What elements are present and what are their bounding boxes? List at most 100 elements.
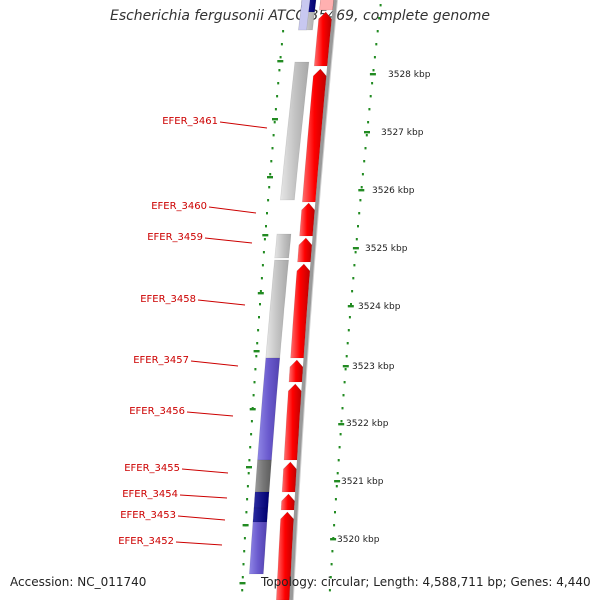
scale-dot-outer bbox=[364, 147, 367, 150]
reverse-gene bbox=[274, 233, 292, 259]
scale-dot-outer bbox=[369, 95, 372, 98]
scale-tick bbox=[364, 131, 370, 134]
scale-dot-outer bbox=[348, 316, 351, 319]
scale-tick bbox=[334, 480, 341, 483]
scale-dot-inner bbox=[269, 173, 272, 176]
kbp-tick-label: 3524 kbp bbox=[358, 302, 401, 312]
topology-text: Topology: circular; Length: 4,588,711 bp… bbox=[261, 575, 591, 589]
scale-dot-inner bbox=[274, 108, 277, 111]
scale-dot-outer bbox=[376, 30, 379, 33]
forward-gene bbox=[301, 68, 327, 203]
scale-dot-inner bbox=[243, 537, 246, 540]
scale-dot-inner bbox=[259, 290, 262, 293]
scale-dot-outer bbox=[345, 355, 348, 358]
reverse-gene bbox=[253, 491, 270, 509]
accession-text: Accession: NC_011740 bbox=[10, 575, 147, 589]
scale-dot-outer bbox=[354, 251, 357, 254]
label-connector bbox=[219, 121, 268, 129]
scale-dot-inner bbox=[278, 69, 281, 72]
gene-label: EFER_3452 bbox=[118, 536, 174, 547]
scale-dot-outer bbox=[373, 56, 376, 59]
scale-dot-outer bbox=[355, 238, 358, 241]
scale-dot-inner bbox=[250, 433, 253, 436]
forward-gene bbox=[280, 493, 295, 511]
scale-dot-inner bbox=[268, 186, 271, 189]
scale-tick bbox=[262, 234, 269, 237]
scale-tick bbox=[249, 408, 256, 411]
scale-dot-inner bbox=[266, 212, 268, 215]
sequence-backbone bbox=[289, 0, 338, 600]
scale-dot-inner bbox=[280, 43, 283, 46]
scale-dots bbox=[239, 4, 382, 592]
reverse-gene bbox=[257, 357, 281, 461]
scale-dot-inner bbox=[260, 277, 263, 280]
scale-dot-outer bbox=[335, 485, 338, 488]
reverse-gene bbox=[252, 507, 269, 523]
scale-dot-outer bbox=[331, 550, 334, 553]
scale-dot-inner bbox=[267, 199, 270, 202]
gene-label: EFER_3459 bbox=[147, 232, 203, 243]
scale-dot-outer bbox=[351, 290, 354, 293]
kbp-tick-label: 3525 kbp bbox=[365, 244, 408, 254]
scale-dot-outer bbox=[365, 134, 368, 137]
forward-gene bbox=[319, 0, 334, 11]
scale-tick bbox=[257, 292, 264, 295]
label-connector bbox=[190, 360, 239, 367]
label-connector bbox=[181, 468, 229, 474]
label-connector bbox=[197, 299, 246, 306]
scale-dot-outer bbox=[372, 69, 375, 72]
scale-tick bbox=[253, 350, 260, 353]
scale-tick bbox=[338, 423, 345, 426]
kbp-tick-label: 3521 kbp bbox=[341, 477, 384, 487]
label-connector bbox=[175, 541, 223, 546]
scale-dot-inner bbox=[261, 264, 264, 267]
scale-dot-outer bbox=[328, 589, 331, 592]
scale-dot-inner bbox=[258, 316, 260, 319]
scale-dot-inner bbox=[246, 498, 249, 501]
scale-dot-inner bbox=[247, 472, 250, 475]
scale-dot-inner bbox=[271, 147, 274, 150]
forward-gene bbox=[275, 511, 294, 600]
gene-label: EFER_3455 bbox=[124, 463, 180, 474]
scale-dot-outer bbox=[357, 225, 359, 228]
scale-tick bbox=[246, 466, 252, 469]
scale-dot-outer bbox=[329, 576, 332, 579]
label-connector bbox=[204, 237, 253, 244]
kbp-tick-label: 3528 kbp bbox=[388, 70, 431, 80]
backbone-line-highlight bbox=[292, 0, 338, 600]
scale-dot-outer bbox=[338, 446, 341, 449]
scale-dot-outer bbox=[347, 329, 350, 332]
gene-label: EFER_3458 bbox=[140, 294, 196, 305]
label-connector bbox=[177, 515, 226, 521]
gene-label: EFER_3461 bbox=[162, 116, 218, 127]
map-title: Escherichia fergusonii ATCC 35469, compl… bbox=[109, 8, 491, 24]
scale-dot-outer bbox=[378, 17, 381, 20]
scale-tick bbox=[239, 582, 246, 585]
scale-dot-outer bbox=[353, 264, 356, 267]
scale-dot-outer bbox=[346, 342, 349, 345]
scale-dot-outer bbox=[334, 498, 337, 501]
kbp-tick-label: 3520 kbp bbox=[337, 535, 380, 545]
scale-dot-inner bbox=[262, 251, 265, 254]
scale-dot-outer bbox=[334, 511, 336, 514]
kbp-tick-label: 3527 kbp bbox=[381, 128, 424, 138]
scale-dot-inner bbox=[265, 225, 267, 228]
scale-dot-inner bbox=[257, 329, 260, 332]
scale-dot-outer bbox=[342, 394, 345, 397]
scale-dot-outer bbox=[361, 173, 364, 176]
scale-tick bbox=[347, 305, 354, 308]
scale-dot-inner bbox=[273, 121, 276, 124]
scale-dot-outer bbox=[340, 420, 343, 423]
scale-tick bbox=[330, 538, 337, 541]
scale-dot-outer bbox=[359, 199, 362, 202]
gene-label: EFER_3453 bbox=[120, 510, 176, 521]
scale-dot-outer bbox=[379, 4, 382, 7]
scale-tick bbox=[352, 247, 359, 250]
scale-dot-inner bbox=[252, 394, 255, 397]
scale-dot-outer bbox=[341, 407, 344, 410]
scale-dot-inner bbox=[282, 30, 285, 33]
scale-tick bbox=[277, 60, 284, 63]
scale-dot-inner bbox=[259, 303, 261, 306]
scale-dot-outer bbox=[350, 303, 352, 306]
scale-dot-inner bbox=[248, 459, 251, 462]
